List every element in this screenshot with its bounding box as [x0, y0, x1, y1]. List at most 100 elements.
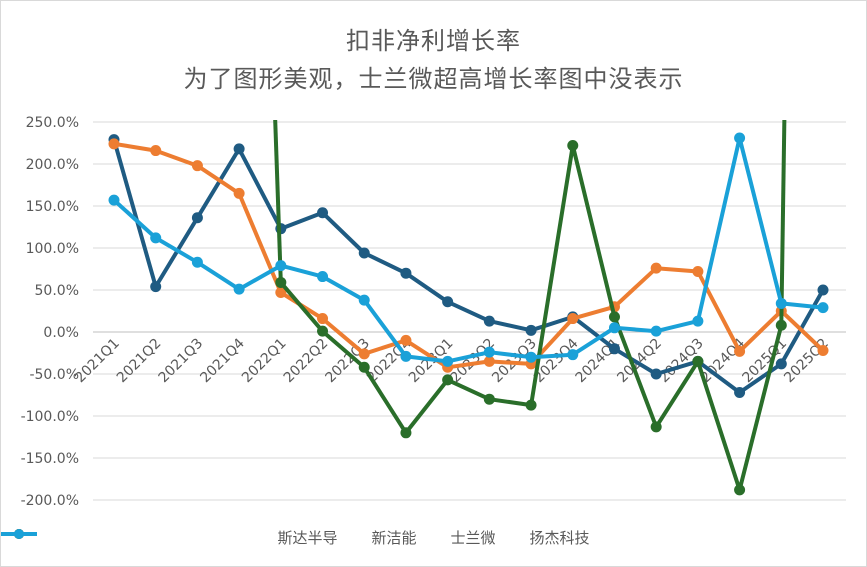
series-offscale-segment: [273, 120, 283, 283]
data-point: [317, 313, 329, 325]
data-point: [108, 138, 120, 150]
legend-item: 士兰微: [1, 527, 496, 548]
data-point: [150, 145, 162, 157]
data-point: [400, 350, 412, 362]
x-tick-label: 2021Q1: [72, 336, 123, 387]
series-line: [112, 139, 825, 395]
data-point: [483, 355, 495, 367]
data-point: [317, 207, 329, 219]
data-point: [650, 368, 662, 380]
y-tick-label: -150.0%: [21, 451, 79, 467]
data-point: [442, 374, 454, 386]
data-point: [608, 322, 620, 334]
y-tick-label: -50.0%: [29, 367, 79, 383]
data-point: [567, 313, 579, 325]
data-point: [483, 346, 495, 358]
data-point: [692, 266, 704, 278]
series-line: [279, 143, 784, 492]
data-point: [817, 302, 829, 314]
data-point: [150, 232, 162, 244]
data-point: [358, 294, 370, 306]
y-tick-label: -200.0%: [21, 493, 79, 509]
data-point: [608, 311, 620, 323]
data-point: [567, 140, 579, 152]
data-point: [817, 284, 829, 296]
data-point: [734, 386, 746, 398]
data-point: [734, 345, 746, 357]
chart-subtitle: 为了图形美观，士兰微超高增长率图中没表示: [183, 65, 684, 93]
data-point: [650, 421, 662, 433]
legend-label: 斯达半导: [277, 529, 338, 547]
data-point: [317, 325, 329, 337]
y-tick-label: 150.0%: [26, 199, 79, 215]
data-point: [275, 287, 287, 299]
y-tick-label: 250.0%: [26, 115, 79, 131]
legend-marker-icon: [1, 529, 37, 539]
data-point: [233, 283, 245, 295]
x-tick-label: 2022Q2: [281, 336, 332, 387]
legend-item: 扬杰科技: [1, 527, 590, 548]
legend-item: 斯达半导: [1, 527, 338, 548]
x-tick-label: 2021Q3: [156, 336, 207, 387]
x-tick-label: 2022Q1: [239, 336, 290, 387]
legend-label: 新洁能: [371, 529, 417, 547]
y-tick-label: 200.0%: [26, 157, 79, 173]
y-tick-label: -100.0%: [21, 409, 79, 425]
data-point: [817, 344, 829, 356]
legend-label: 扬杰科技: [529, 529, 590, 547]
legend-label: 士兰微: [450, 529, 496, 547]
data-point: [108, 194, 120, 206]
data-point: [734, 132, 746, 144]
data-point: [233, 143, 245, 155]
data-point: [483, 315, 495, 327]
data-point: [567, 349, 579, 361]
data-point: [400, 334, 412, 346]
data-point: [442, 296, 454, 308]
data-point: [191, 256, 203, 268]
data-point: [191, 160, 203, 172]
data-point: [775, 358, 787, 370]
data-point: [442, 355, 454, 367]
y-tick-label: 100.0%: [26, 241, 79, 257]
series-扬杰科技: [108, 132, 829, 367]
series-新洁能: [108, 138, 829, 373]
data-point: [400, 427, 412, 439]
data-point: [191, 212, 203, 224]
x-tick-label: 2021Q2: [114, 336, 165, 387]
data-point: [317, 271, 329, 283]
series-士兰微: [273, 120, 787, 496]
data-point: [233, 187, 245, 199]
data-point: [608, 343, 620, 355]
series-offscale-segment: [779, 120, 787, 326]
data-point: [775, 297, 787, 309]
data-point: [358, 348, 370, 360]
data-point: [150, 281, 162, 293]
x-tick-label: 2025Q2: [781, 336, 832, 387]
data-point: [734, 484, 746, 496]
data-point: [525, 351, 537, 363]
data-point: [400, 267, 412, 279]
x-tick-label: 2022Q3: [322, 336, 373, 387]
series-line: [112, 136, 824, 364]
legend: 斯达半导 新洁能 士兰微 扬杰科技: [1, 527, 866, 548]
data-point: [525, 324, 537, 336]
x-tick-label: 2024Q1: [573, 336, 624, 387]
data-point: [275, 260, 287, 272]
y-tick-label: 50.0%: [35, 283, 79, 299]
legend-item: 新洁能: [1, 527, 417, 548]
data-point: [275, 276, 287, 288]
data-point: [358, 361, 370, 373]
data-point: [692, 355, 704, 367]
data-point: [358, 247, 370, 259]
y-tick-label: 0.0%: [43, 325, 79, 341]
data-point: [483, 393, 495, 405]
data-point: [525, 399, 537, 411]
x-tick-label: 2021Q4: [197, 335, 248, 386]
data-point: [775, 319, 787, 331]
data-point: [650, 325, 662, 337]
data-point: [692, 315, 704, 327]
data-point: [650, 262, 662, 274]
chart-title: 扣非净利增长率: [346, 27, 521, 55]
